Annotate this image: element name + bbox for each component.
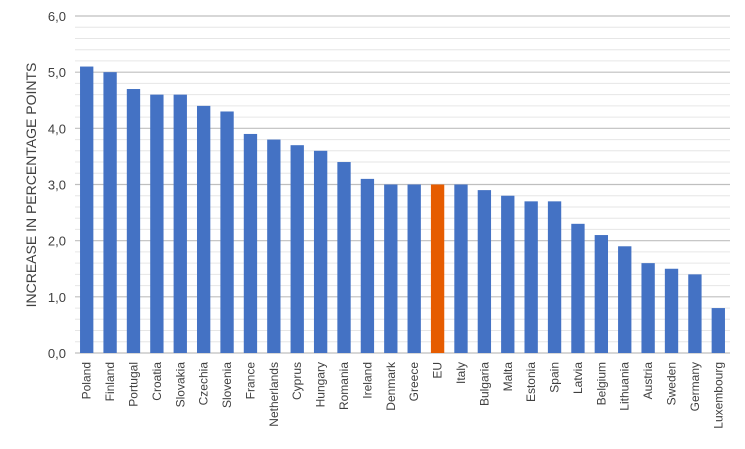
bar-romania [337,162,351,353]
y-tick-label: 2,0 [48,234,66,249]
bar-estonia [524,201,538,353]
x-tick-label: Luxembourg [711,362,725,429]
x-tick-label: Sweden [665,362,679,405]
x-tick-label: Czechia [197,362,211,406]
bar-spain [547,201,562,353]
bar-belgium [594,235,609,353]
x-tick-label: Ireland [360,362,374,399]
x-tick-label: Finland [103,362,117,401]
bar-cyprus [290,145,304,353]
bar-hungary [313,150,328,353]
y-tick-labels: 0,0 1,0 2,0 3,0 4,0 5,0 6,0 [48,9,66,361]
bar-denmark [384,184,398,353]
bar-greece [407,184,421,353]
bar-slovenia [220,111,234,353]
bar-poland [80,66,94,354]
x-tick-label: Romania [337,362,351,410]
x-tick-label: Hungary [314,362,328,407]
x-tick-label: Germany [688,362,702,411]
bar-austria [641,263,655,353]
bar-finland [103,72,117,354]
bar-netherlands [267,139,281,353]
bar-malta [501,195,515,353]
y-tick-label: 4,0 [48,121,66,136]
bar-slovakia [173,94,187,353]
bar-croatia [150,94,164,353]
x-tick-label: Austria [641,362,655,400]
bar-sweden [664,268,679,353]
x-tick-label: Belgium [594,362,608,405]
x-tick-label: Malta [501,362,515,392]
x-tick-label: France [243,362,257,400]
x-tick-label: Portugal [126,362,140,407]
bar-portugal [126,89,141,354]
y-axis-label: INCREASE IN PERCENTAGE POINTS [23,63,39,308]
gridlines [75,15,730,354]
x-tick-label: Denmark [384,361,398,411]
bar-latvia [571,223,585,353]
x-tick-label: Estonia [524,362,538,402]
bar-germany [688,274,702,353]
x-tick-labels: Poland Finland Portugal Croatia Slovakia Czec… [80,361,726,429]
y-tick-label: 1,0 [48,290,66,305]
y-tick-label: 0,0 [48,346,66,361]
bar-ireland [360,178,375,353]
bar-czechia [196,105,211,353]
x-tick-label: Italy [454,362,468,384]
y-tick-label: 6,0 [48,9,66,24]
bar-italy [454,184,468,353]
bars [80,66,725,354]
x-tick-label: Poland [80,362,94,399]
x-tick-label: Latvia [571,362,585,394]
x-tick-label: Bulgaria [477,362,491,406]
x-tick-label: Lithuania [618,362,632,411]
bar-eu [430,184,445,353]
x-tick-label: Greece [407,362,421,402]
x-tick-label: Slovakia [173,362,187,408]
x-tick-label: Spain [548,362,562,393]
bar-lithuania [618,246,632,353]
x-tick-label: Croatia [150,362,164,401]
x-tick-label: Slovenia [220,362,234,408]
x-tick-label: EU [431,362,445,379]
x-tick-label: Netherlands [267,362,281,427]
y-tick-label: 5,0 [48,65,66,80]
bar-bulgaria [477,190,492,353]
x-tick-label: Cyprus [290,362,304,400]
bar-france [243,133,258,353]
y-tick-label: 3,0 [48,178,66,193]
bar-luxembourg [711,308,725,353]
